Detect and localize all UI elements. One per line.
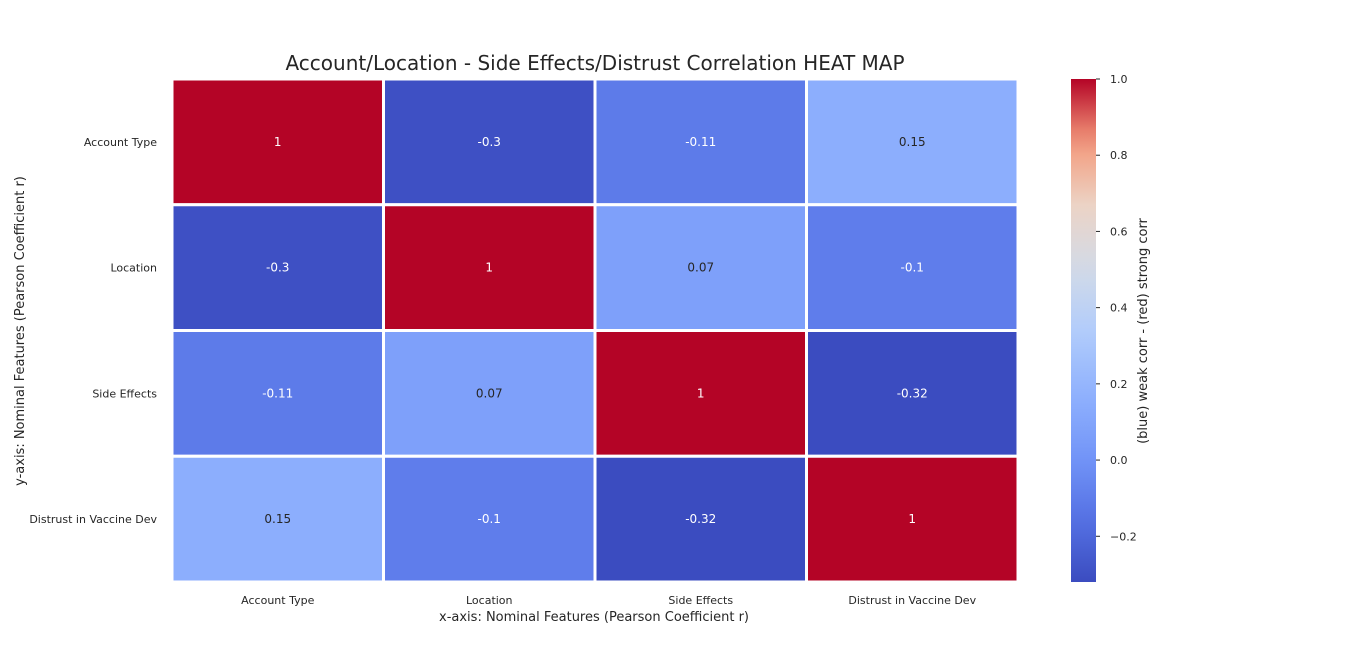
colorbar-label: (blue) weak corr - (red) strong corr <box>1136 217 1151 443</box>
cell-value-label: 0.15 <box>899 135 926 149</box>
x-axis-label: x-axis: Nominal Features (Pearson Coeffi… <box>439 610 749 625</box>
cell-value-label: -0.3 <box>266 261 289 275</box>
cell-value-label: -0.3 <box>478 135 501 149</box>
cell-value-label: -0.11 <box>262 386 293 400</box>
cell-value-label: 1 <box>274 135 282 149</box>
heatmap-cell <box>170 77 385 207</box>
cell-value-label: 0.07 <box>687 261 714 275</box>
heatmap-cell <box>382 203 597 332</box>
cell-value-label: -0.1 <box>901 261 924 275</box>
heatmap-cell <box>382 329 597 458</box>
colorbar-tick-label: 0.0 <box>1110 454 1128 467</box>
heatmap-cell <box>593 77 808 207</box>
cell-value-label: 1 <box>697 386 705 400</box>
y-tick-label: Location <box>110 262 157 275</box>
heatmap-cell <box>805 454 1020 584</box>
cell-value-label: 0.07 <box>476 386 503 400</box>
cell-value-label: 0.15 <box>264 512 291 526</box>
colorbar <box>1071 79 1096 582</box>
colorbar-tick-label: −0.2 <box>1110 530 1137 543</box>
y-tick-label: Distrust in Vaccine Dev <box>29 513 157 526</box>
y-tick-labels: Account Type Location Side Effects Distrust… <box>29 136 157 526</box>
x-tick-label: Account Type <box>241 594 314 607</box>
heatmap-cells: 1 -0.3 -0.11 0.15-0.3 1 0.07 -0.1-0.11 0.07 1 -0.… <box>170 77 1020 584</box>
colorbar-tick-label: 0.6 <box>1110 225 1128 238</box>
colorbar-tick-label: 0.8 <box>1110 149 1128 162</box>
x-tick-label: Location <box>466 594 513 607</box>
heatmap-cell <box>382 454 597 584</box>
y-tick-label: Side Effects <box>92 387 157 400</box>
chart-title: Account/Location - Side Effects/Distrust… <box>285 51 904 75</box>
x-tick-labels: Account Type Location Side Effects Distrust… <box>241 594 976 607</box>
colorbar-tick-label: 0.2 <box>1110 378 1128 391</box>
x-tick-label: Side Effects <box>668 594 733 607</box>
x-tick-label: Distrust in Vaccine Dev <box>848 594 976 607</box>
y-axis-label: y-axis: Nominal Features (Pearson Coeffi… <box>13 176 28 486</box>
cell-value-label: -0.11 <box>685 135 716 149</box>
cell-value-label: 1 <box>908 512 916 526</box>
heatmap-cell <box>805 329 1020 458</box>
colorbar-tick-label: 0.4 <box>1110 302 1128 315</box>
y-tick-label: Account Type <box>84 136 157 149</box>
cell-value-label: 1 <box>485 261 493 275</box>
colorbar-tick-label: 1.0 <box>1110 73 1128 86</box>
heatmap-cell <box>805 203 1020 332</box>
cell-value-label: -0.1 <box>478 512 501 526</box>
heatmap-cell <box>805 77 1020 207</box>
colorbar-ticks: −0.2 0.0 0.2 0.4 0.6 0.8 1.0 <box>1096 73 1137 543</box>
heatmap-cell <box>382 77 597 207</box>
cell-value-label: -0.32 <box>897 386 928 400</box>
cell-value-label: -0.32 <box>685 512 716 526</box>
heatmap-cell <box>170 454 385 584</box>
